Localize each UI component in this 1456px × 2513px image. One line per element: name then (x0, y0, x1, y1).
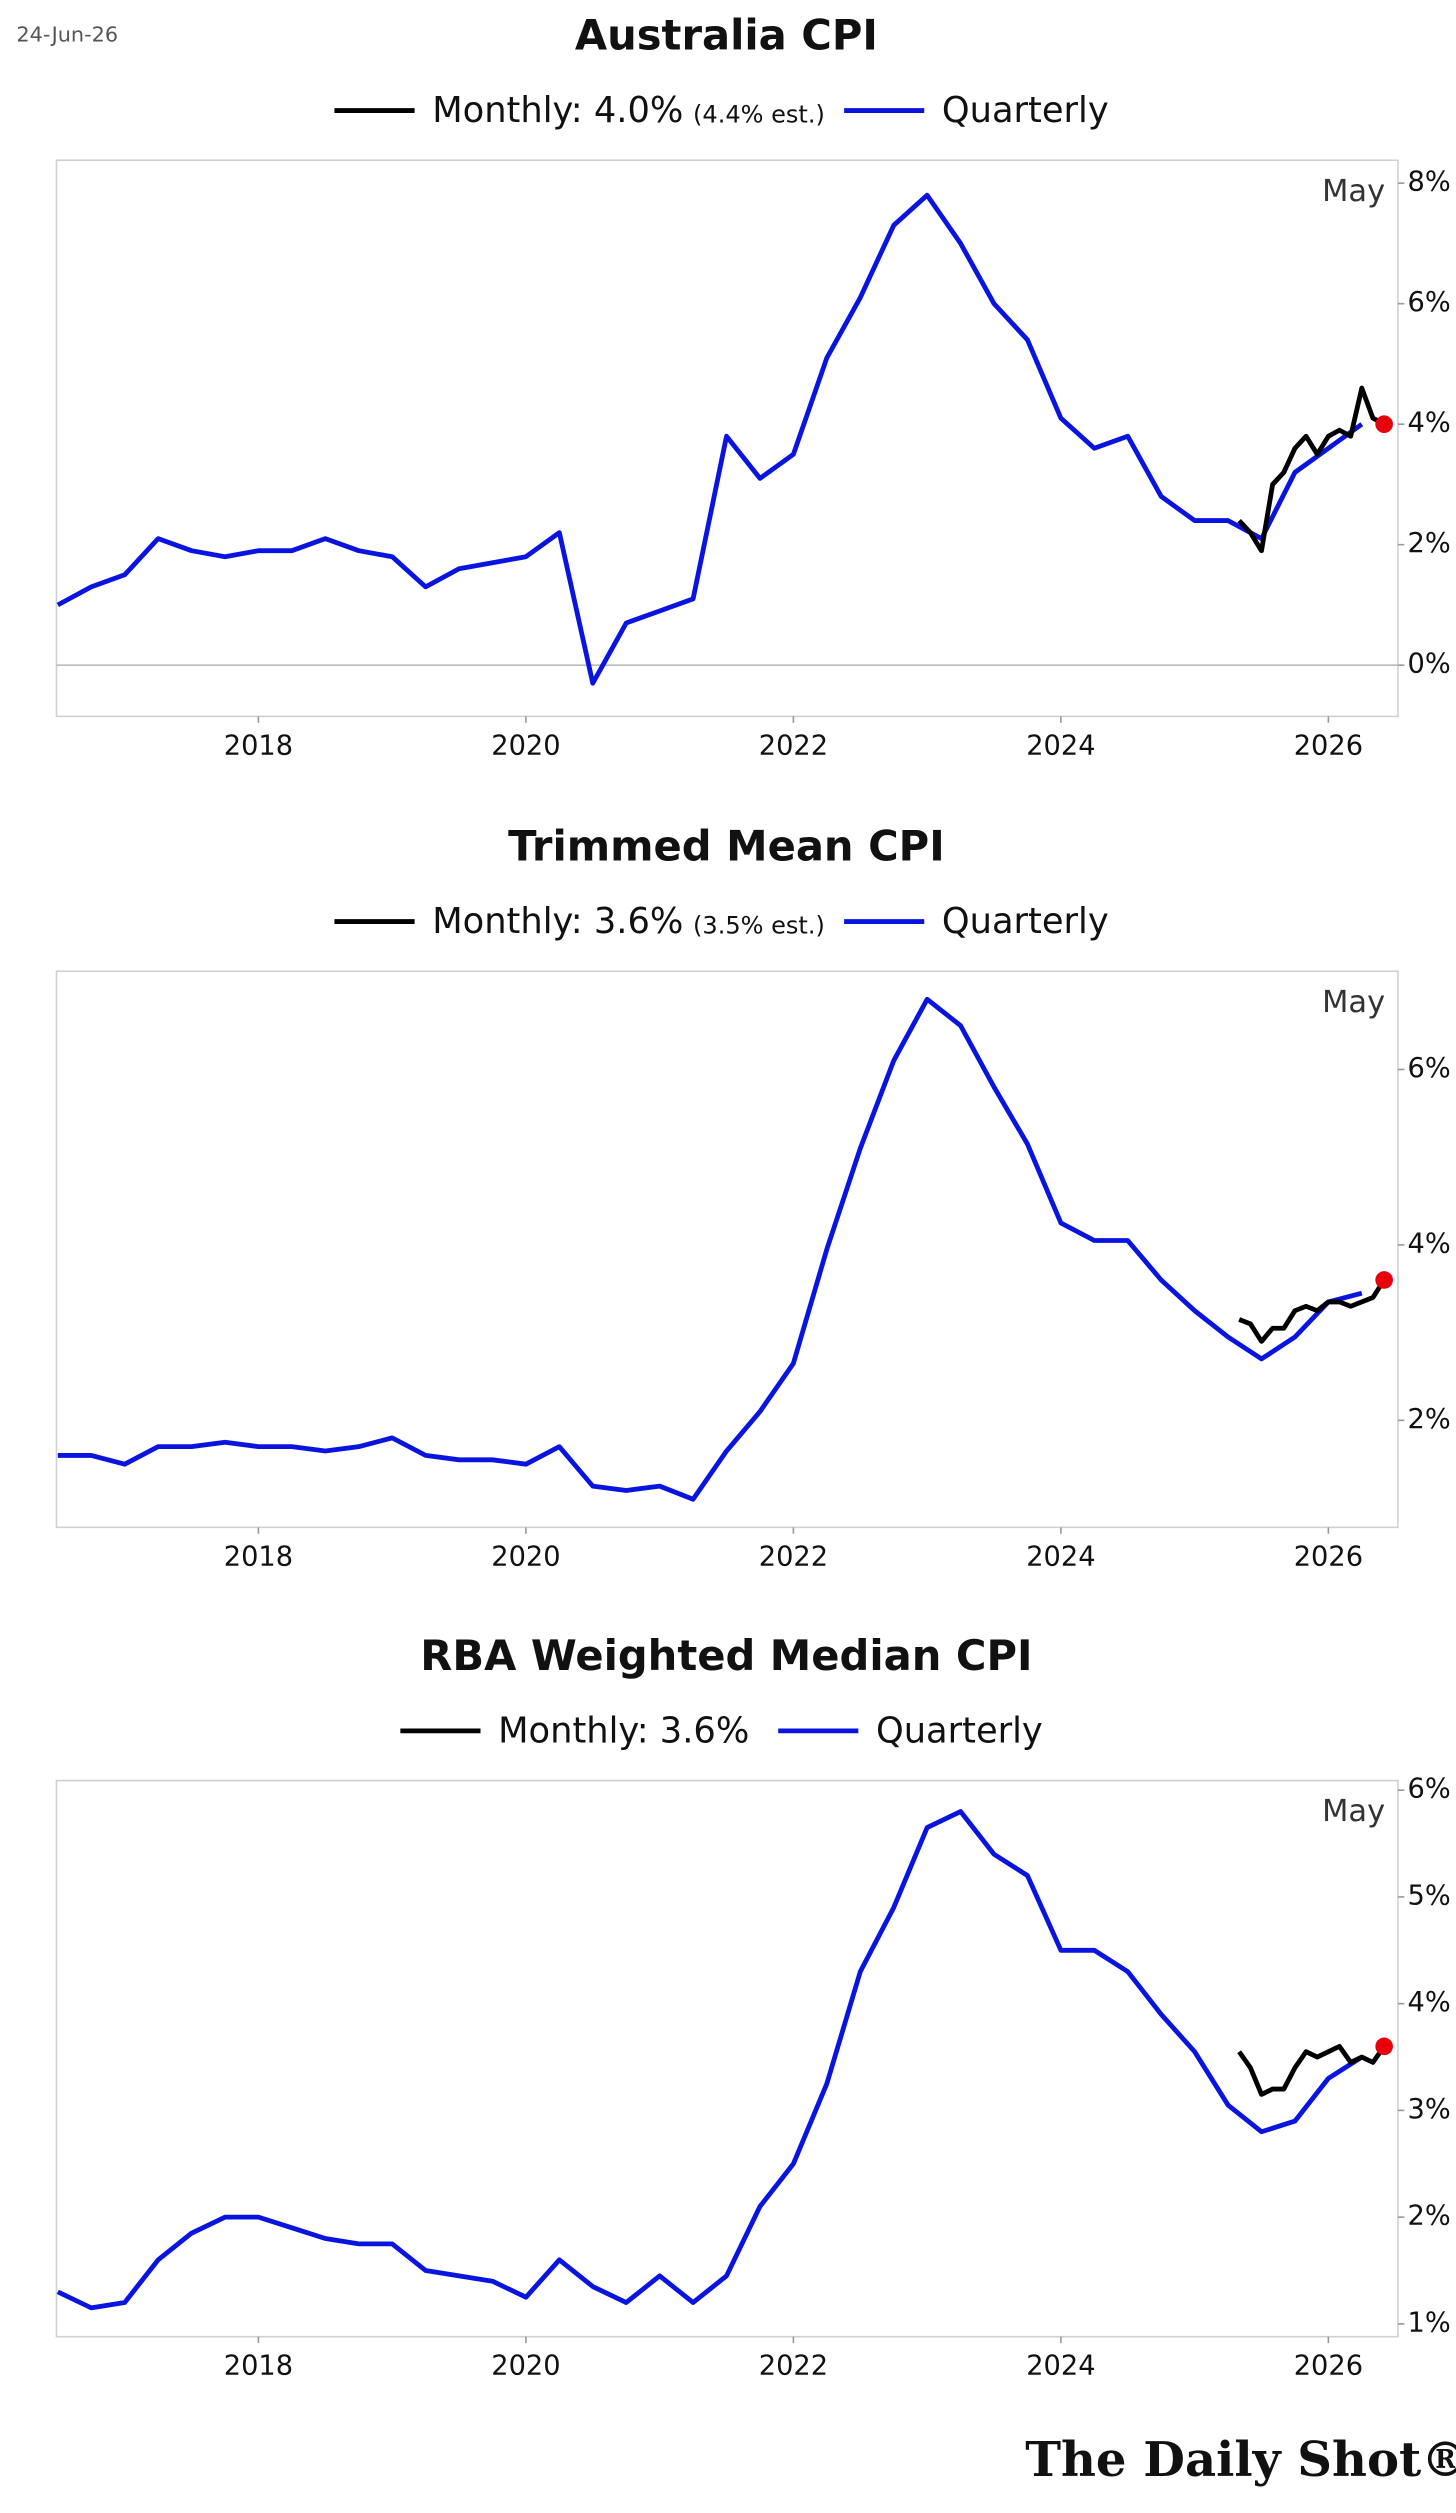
x-tick-label: 2024 (1026, 2351, 1095, 2382)
series-line (1237, 385, 1386, 554)
y-tick-label: 4% (1408, 408, 1451, 439)
x-tick-label: 2026 (1294, 1541, 1363, 1572)
legend-label: Quarterly (942, 90, 1109, 131)
x-tick-label: 2018 (224, 730, 293, 761)
legend-label: Quarterly (876, 1710, 1043, 1751)
legend-note: (4.4% est.) (693, 100, 825, 128)
chart-title: Australia CPI (575, 10, 878, 59)
y-tick-label: 2% (1408, 2201, 1451, 2232)
y-tick-label: 3% (1408, 2094, 1451, 2125)
legend-label: Monthly: 3.6% (498, 1710, 749, 1751)
plot-frame (55, 970, 1399, 1529)
chart-title: RBA Weighted Median CPI (420, 1631, 1032, 1680)
annotation: May (1322, 985, 1385, 1020)
chart-title: Trimmed Mean CPI (508, 821, 945, 870)
x-tick-label: 2020 (491, 1541, 560, 1572)
x-tick-label: 2026 (1294, 2351, 1363, 2382)
x-tick-label: 2018 (224, 1541, 293, 1572)
x-tick-label: 2018 (224, 2351, 293, 2382)
legend: Monthly: 3.6% (3.5% est.) Quarterly (334, 901, 1109, 942)
latest-point (1375, 1271, 1393, 1289)
x-tick-label: 2020 (491, 2351, 560, 2382)
legend-label: Quarterly (942, 901, 1109, 942)
y-tick-label: 6% (1408, 287, 1451, 318)
legend-label: Monthly: 3.6% (432, 901, 683, 942)
latest-point (1375, 2037, 1393, 2056)
y-tick-label: 6% (1408, 1774, 1451, 1805)
series-line (1237, 2043, 1387, 2097)
date: 24-Jun-26 (16, 22, 118, 46)
brand: The Daily Shot® (1025, 2432, 1456, 2488)
y-tick-label: 2% (1408, 528, 1451, 559)
plot-frame (55, 1779, 1399, 2338)
y-tick-label: 6% (1408, 1053, 1451, 1084)
annotation: May (1322, 1794, 1385, 1829)
legend-label: Monthly: 4.0% (432, 90, 683, 131)
annotation: May (1322, 174, 1385, 209)
y-tick-label: 1% (1408, 2307, 1451, 2338)
series-line (57, 996, 1363, 1502)
y-tick-label: 5% (1408, 1880, 1451, 1911)
legend: Monthly: 3.6% Quarterly (400, 1710, 1043, 1751)
x-tick-label: 2024 (1026, 1541, 1095, 1572)
y-tick-label: 4% (1408, 1987, 1451, 2018)
legend-note: (3.5% est.) (693, 911, 825, 939)
latest-point (1375, 415, 1393, 433)
plot-frame (55, 159, 1399, 718)
x-tick-label: 2022 (759, 730, 828, 761)
series-line (1238, 1278, 1387, 1344)
x-tick-label: 2024 (1026, 730, 1095, 761)
series-line (56, 192, 1364, 686)
y-tick-label: 2% (1408, 1404, 1451, 1435)
y-tick-label: 4% (1408, 1228, 1451, 1259)
x-tick-label: 2020 (491, 730, 560, 761)
y-tick-label: 0% (1408, 649, 1451, 680)
x-tick-label: 2026 (1294, 730, 1363, 761)
legend: Monthly: 4.0% (4.4% est.) Quarterly (334, 90, 1109, 131)
x-tick-label: 2022 (759, 2351, 828, 2382)
series-line (56, 1809, 1364, 2311)
y-tick-label: 8% (1408, 167, 1451, 198)
x-tick-label: 2022 (759, 1541, 828, 1572)
